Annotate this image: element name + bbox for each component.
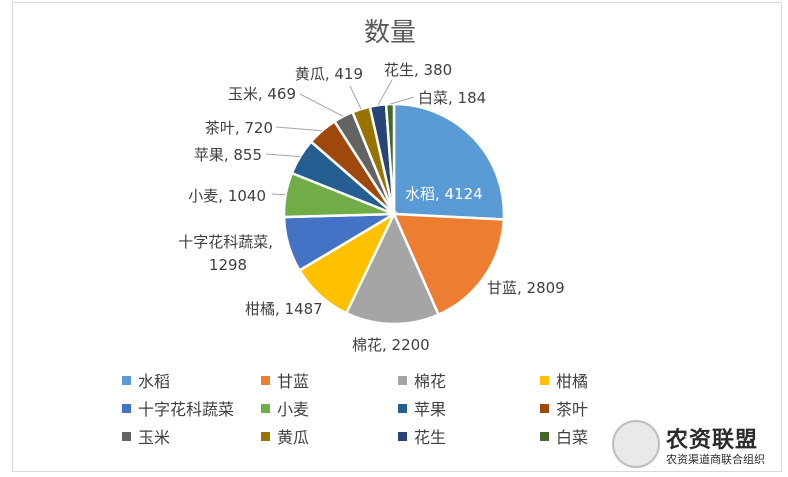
legend-swatch-4 [540,376,549,385]
legend-label-4: 柑橘 [556,372,588,391]
legend-swatch-1 [122,376,131,385]
watermark: 农资联盟 农资渠道商联合组织 [612,418,782,474]
data-label-9: 玉米, 469 [228,85,296,103]
legend-label-1: 水稻 [138,372,170,391]
data-label-7: 苹果, 855 [194,146,262,164]
watermark-title: 农资联盟 [666,428,759,453]
leader-line-12 [389,96,415,105]
legend-swatch-12 [540,432,549,441]
data-label-2: 甘蓝, 2809 [487,279,565,297]
data-label-5-value: 1298 [209,256,247,274]
legend-label-9: 玉米 [138,428,170,447]
data-label-3: 棉花, 2200 [352,336,430,354]
legend-label-3: 棉花 [414,372,446,391]
legend-label-10: 黄瓜 [277,428,309,447]
watermark-logo-icon [612,420,660,468]
data-labels: 水稻, 4124 甘蓝, 2809 棉花, 2200 柑橘, 1487 十字花科蔬菜, 1… [178,61,565,354]
pie-slices [282,102,506,326]
legend-swatch-3 [398,376,407,385]
legend-swatch-7 [398,404,407,413]
legend-label-2: 甘蓝 [277,372,309,391]
leader-lines [265,79,415,196]
leader-line-10 [349,85,362,110]
legend-swatch-2 [261,376,270,385]
legend-swatch-11 [398,432,407,441]
data-label-1: 水稻, 4124 [405,185,483,203]
data-label-5: 十字花科蔬菜, [178,233,273,251]
leader-line-9 [299,93,344,117]
legend-label-11: 花生 [414,428,446,447]
legend-swatch-6 [261,404,270,413]
data-label-10: 黄瓜, 419 [295,65,363,83]
data-label-12: 白菜, 184 [418,89,486,107]
data-label-4: 柑橘, 1487 [245,300,323,318]
legend-swatch-10 [261,432,270,441]
data-label-11: 花生, 380 [384,61,452,79]
leader-line-8 [275,126,323,132]
legend-swatch-9 [122,432,131,441]
chart-title: 数量 [364,18,416,48]
data-label-8: 茶叶, 720 [205,119,273,137]
pie-slice-2 [392,212,506,317]
legend-label-8: 茶叶 [556,400,588,419]
leader-line-6 [271,193,286,196]
watermark-subtitle: 农资渠道商联合组织 [666,453,765,466]
leader-line-11 [377,79,393,106]
legend-label-7: 苹果 [414,400,446,419]
legend-swatch-5 [122,404,131,413]
legend-label-5: 十字花科蔬菜 [138,400,234,419]
data-label-6: 小麦, 1040 [188,187,266,205]
legend-swatch-8 [540,404,549,413]
leader-line-7 [265,153,301,158]
chart-frame [12,2,782,472]
pie-slice-3 [344,211,441,326]
legend-label-12: 白菜 [556,428,588,447]
pie-slice-1 [392,102,506,221]
legend-label-6: 小麦 [277,400,309,419]
